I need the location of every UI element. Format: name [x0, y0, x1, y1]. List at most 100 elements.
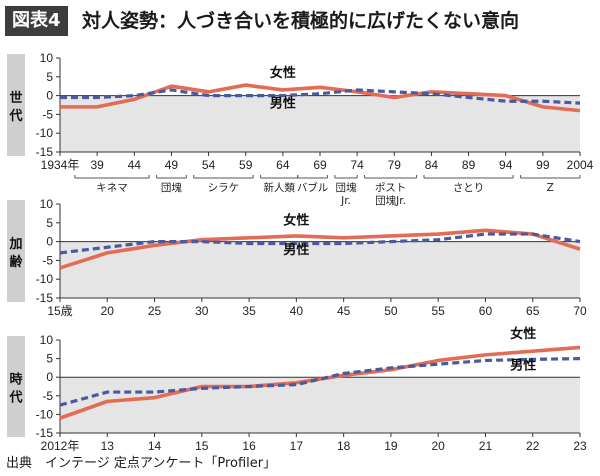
- x-tick-label: 55: [432, 304, 446, 318]
- group-label: さとり: [453, 182, 485, 194]
- x-tick-label: 50: [384, 304, 398, 318]
- y-tick-label: -10: [36, 272, 54, 286]
- x-tick-label: 20: [101, 304, 115, 318]
- side-label-tab: [7, 54, 25, 156]
- x-tick-label: 44: [128, 158, 142, 172]
- x-tick-label: 22: [526, 439, 540, 453]
- y-tick-label: 5: [46, 352, 53, 366]
- x-tick-label: 23: [573, 439, 587, 453]
- y-tick-label: -15: [36, 426, 54, 440]
- x-tick-label: 35: [242, 304, 256, 318]
- x-tick-label: 13: [101, 439, 115, 453]
- x-tick-label: 2012年: [41, 439, 80, 453]
- x-tick-label: 30: [195, 304, 209, 318]
- x-tick-label: 14: [148, 439, 162, 453]
- side-label-tab: [7, 200, 25, 302]
- legend-label-male: 男性: [270, 96, 296, 112]
- legend-label-female: 女性: [270, 65, 296, 81]
- series-line-female: [60, 83, 581, 113]
- x-tick-label: 40: [290, 304, 304, 318]
- legend-label-male: 男性: [510, 357, 536, 373]
- side-label-char: 加: [8, 237, 22, 252]
- x-tick-label: 2004: [567, 158, 594, 172]
- group-label: バブル: [297, 181, 329, 194]
- side-label-tab: [7, 336, 25, 437]
- side-label-char: 世: [9, 90, 22, 106]
- group-label-line2: Jr.: [340, 195, 351, 207]
- x-tick-label: 64: [276, 158, 290, 172]
- y-tick-label: 10: [40, 333, 54, 347]
- legend-label-male: 男性: [283, 242, 309, 258]
- y-tick-label: 5: [46, 216, 53, 230]
- side-label-char: 代: [8, 390, 22, 406]
- negative-band: [60, 377, 580, 433]
- series-line-male: [59, 232, 581, 255]
- x-tick-label: 45: [337, 304, 351, 318]
- y-tick-label: 10: [40, 197, 54, 211]
- x-tick-label: 19: [384, 439, 398, 453]
- side-label-char: 時: [9, 372, 22, 388]
- x-tick-label: 69: [313, 158, 327, 172]
- y-tick-label: 5: [46, 70, 53, 84]
- x-tick-label: 54: [202, 158, 216, 172]
- x-tick-label: 17: [290, 439, 304, 453]
- negative-band: [60, 241, 580, 298]
- y-tick-label: 0: [46, 370, 53, 384]
- legend-label-female: 女性: [283, 213, 309, 229]
- x-tick-label: 99: [536, 158, 550, 172]
- x-tick-label: 89: [462, 158, 476, 172]
- x-tick-label: 15: [195, 439, 209, 453]
- x-tick-label: 20: [432, 439, 446, 453]
- y-tick-label: -5: [42, 107, 53, 121]
- y-tick-label: 0: [46, 235, 53, 249]
- group-label-line2: 団塊Jr.: [375, 194, 406, 207]
- y-tick-label: -15: [36, 291, 54, 305]
- x-tick-label: 39: [90, 158, 104, 172]
- group-label: Z: [547, 182, 554, 194]
- x-tick-label: 16: [242, 439, 256, 453]
- x-tick-label: 21: [479, 439, 493, 453]
- y-tick-label: -10: [36, 407, 54, 421]
- group-label: ポスト: [375, 182, 407, 194]
- y-tick-label: 10: [40, 51, 54, 65]
- figure-header: 図表4 対人姿勢：人づき合いを積極的に広げたくない意向: [0, 0, 600, 44]
- x-tick-label: 59: [239, 158, 253, 172]
- x-tick-label: 25: [148, 304, 162, 318]
- x-tick-label: 84: [425, 158, 439, 172]
- x-tick-label: 18: [337, 439, 351, 453]
- x-tick-label: 60: [479, 304, 493, 318]
- x-tick-label: 79: [388, 158, 402, 172]
- series-line-female: [59, 228, 581, 270]
- x-tick-label: 74: [350, 158, 364, 172]
- y-tick-label: -5: [42, 389, 53, 403]
- x-tick-label: 65: [526, 304, 540, 318]
- figure-number-badge: 図表4: [5, 6, 68, 36]
- figure-title: 対人姿勢：人づき合いを積極的に広げたくない意向: [82, 10, 520, 32]
- legend-label-female: 女性: [510, 326, 536, 342]
- x-tick-label: 1934年: [41, 158, 80, 172]
- source-note: 出典 インテージ 定点アンケート「Profiler」: [6, 456, 277, 471]
- series-line-male: [60, 88, 581, 105]
- side-label-char: 代: [8, 108, 22, 124]
- group-label: 新人類: [263, 181, 295, 194]
- x-tick-label: 49: [165, 158, 179, 172]
- x-tick-label: 70: [573, 304, 587, 318]
- series-line-male: [59, 357, 581, 407]
- group-label: 団塊: [336, 181, 357, 194]
- x-tick-label: 15歳: [47, 304, 72, 318]
- y-tick-label: -15: [36, 145, 54, 159]
- y-tick-label: -10: [36, 126, 54, 140]
- y-tick-label: 0: [46, 89, 53, 103]
- group-label: キネマ: [96, 182, 128, 194]
- negative-band: [60, 95, 580, 152]
- x-tick-label: 94: [499, 158, 513, 172]
- side-label-char: 齢: [9, 254, 23, 270]
- y-tick-label: -5: [42, 253, 53, 267]
- group-label: シラケ: [208, 182, 240, 194]
- series-line-female: [59, 345, 581, 420]
